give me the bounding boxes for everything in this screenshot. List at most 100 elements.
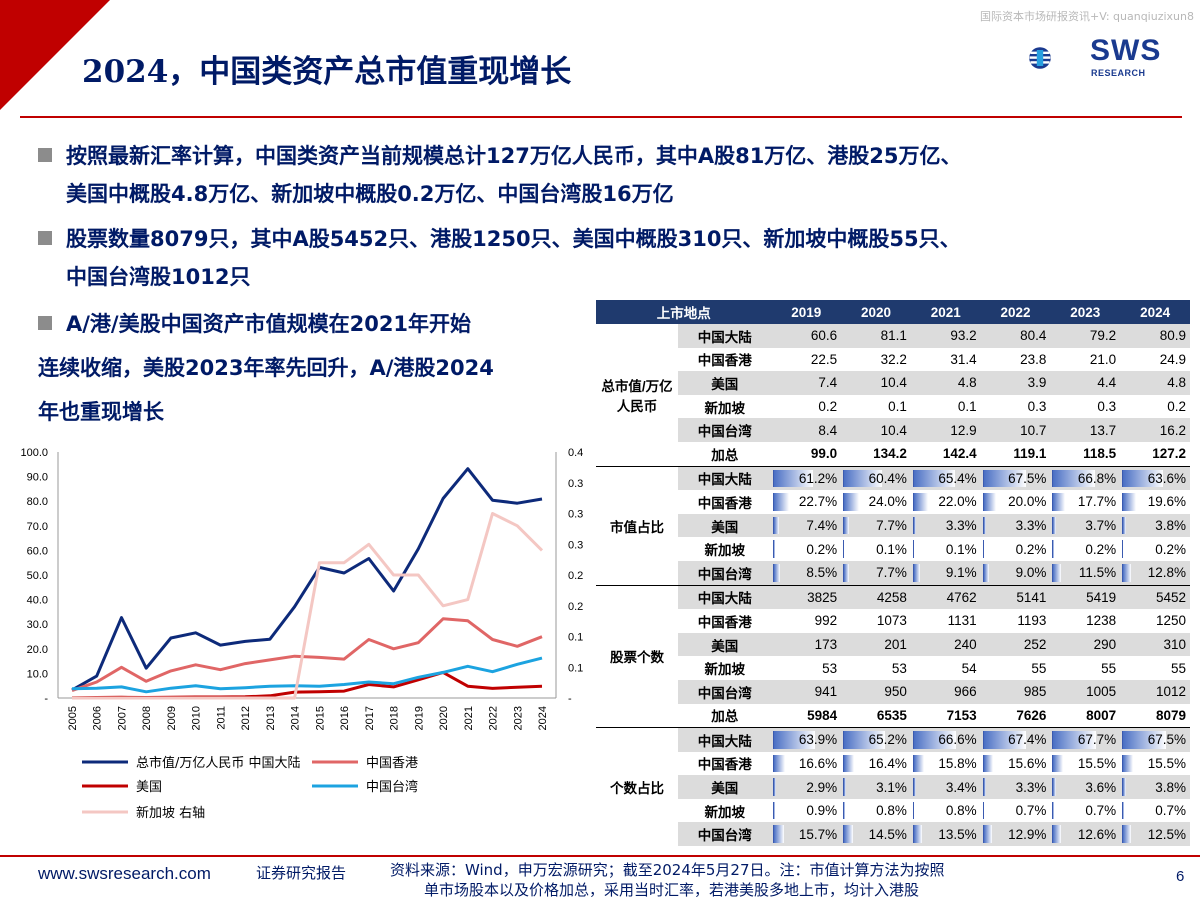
legend-label: 美国 (136, 780, 162, 795)
table-row: 新加坡 0.9% 0.8% 0.8% 0.7% 0.7% 0.7% (596, 799, 1190, 823)
table-cell: 290 (1050, 632, 1121, 657)
data-bar (843, 778, 847, 796)
bullet-square-icon (38, 231, 52, 245)
cell-value: 0.7% (1155, 803, 1186, 819)
series-line-1 (71, 617, 543, 693)
table-cell: 1131 (947, 613, 977, 629)
cell-value: 63.6% (1147, 470, 1186, 486)
table-cell: 5452 (1120, 584, 1190, 610)
table-cell: 19.6% (1120, 490, 1190, 514)
x-tick-label: 2020 (438, 706, 450, 730)
y-tick-label: 20.0 (27, 644, 48, 656)
cell-value: 3.6% (1085, 779, 1117, 795)
table-cell: 65.4% (910, 465, 981, 491)
bullet-square-icon (38, 316, 52, 330)
cell-value: 12.6% (1077, 826, 1117, 842)
footer-source-line1: 资料来源：Wind，申万宏源研究；截至2024年5月27日。注：市值计算方法为按… (390, 861, 945, 879)
cell-value: 0.1% (945, 541, 977, 557)
data-bar (773, 563, 780, 582)
table-cell: 60.4% (841, 465, 911, 491)
data-bar (1052, 516, 1056, 535)
data-bar (773, 801, 775, 820)
data-bar (1052, 731, 1096, 749)
table-cell: 5419 (1050, 584, 1121, 610)
title-divider (20, 116, 1182, 118)
y-tick-label: 70.0 (27, 521, 48, 533)
region-label: 美国 (678, 513, 772, 538)
x-tick-label: 2009 (166, 706, 178, 730)
cell-value: 67.5% (1008, 470, 1047, 486)
table-cell: 3.6% (1050, 775, 1121, 799)
data-bar (843, 469, 883, 488)
data-bar (1122, 754, 1133, 773)
table-cell: 13.7 (1050, 418, 1121, 442)
footer-source-line2: 单市场股本以及价格加总，采用当时汇率，若港美股多地上市，均计入港股 (424, 881, 920, 899)
total-label: 加总 (711, 709, 739, 725)
data-bar (982, 516, 986, 535)
table-cell: 11.5% (1050, 560, 1121, 586)
cell-value: 61.2% (798, 470, 838, 486)
cell-value: 2.9% (806, 779, 838, 795)
table-cell: 3.3% (980, 775, 1051, 799)
table-cell: 3.1% (841, 775, 911, 799)
table-header-row: 上市地点 2019 2020 2021 2022 2023 2024 (596, 300, 1190, 324)
data-bar (912, 469, 955, 488)
table-cell: 60.6 (771, 324, 842, 348)
x-tick-label: 2014 (290, 706, 302, 730)
cell-value: 15.5% (1147, 755, 1186, 771)
x-tick-label: 2015 (314, 706, 326, 730)
x-tick-label: 2012 (240, 706, 252, 730)
data-bar (1122, 540, 1124, 558)
table-cell: 15.5% (1120, 752, 1190, 776)
cell-value: 3.1% (876, 779, 907, 795)
total-cell: 99.0 (810, 446, 838, 462)
data-bar (1122, 563, 1132, 582)
data-bar (1122, 825, 1132, 844)
cell-value: 15.7% (798, 826, 838, 842)
table-cell: 15.6% (981, 752, 1051, 776)
cell-value: 67.7% (1077, 732, 1117, 748)
y-tick-label: 60.0 (27, 545, 48, 557)
data-bar (843, 825, 854, 844)
table-cell: 23.8 (1020, 351, 1047, 367)
data-bar (773, 731, 815, 749)
footer-source: 资料来源：Wind，申万宏源研究；截至2024年5月27日。注：市值计算方法为按… (390, 860, 1070, 900)
cell-value: 3.4% (945, 779, 977, 795)
cell-value: 12.9% (1008, 826, 1047, 842)
table-cell: 941 (771, 679, 842, 704)
table-cell: 310 (1120, 632, 1190, 657)
cell-value: 0.9% (806, 803, 838, 819)
y2-tick-label: 0.1 (568, 662, 583, 674)
header-year: 2020 (841, 300, 911, 324)
table-cell: 54 (961, 660, 977, 676)
table-cell: 0.8% (911, 799, 981, 823)
table-cell: 0.2 (1167, 399, 1186, 415)
cell-value: 9.1% (945, 565, 977, 581)
table-cell: 17.7% (1050, 490, 1120, 514)
table-row: 中国台湾 15.7% 14.5% 13.5% 12.9% 12.6% 12.5% (596, 822, 1190, 847)
cell-value: 63.9% (798, 732, 838, 748)
table-total-row: 加总 99.0 134.2 142.4 119.1 118.5 127.2 (596, 442, 1190, 466)
total-cell: 118.5 (1083, 446, 1117, 462)
table-row: 美国 7.4% 7.7% 3.3% 3.3% 3.7% 3.8% (596, 513, 1190, 538)
table-cell: 63.9% (771, 727, 842, 752)
table-cell: 16.4% (841, 752, 911, 776)
cell-value: 14.5% (868, 826, 907, 842)
region-label: 中国香港 (697, 353, 752, 369)
x-tick-label: 2021 (463, 706, 475, 730)
data-bar (982, 801, 985, 820)
table-cell: 3.7% (1050, 513, 1121, 538)
region-label: 中国台湾 (678, 418, 772, 442)
table-row: 中国香港 16.6% 16.4% 15.8% 15.6% 15.5% 15.5% (596, 752, 1190, 776)
table-cell: 22.7% (771, 490, 841, 514)
data-bar (1052, 825, 1062, 844)
cell-value: 3.7% (1085, 518, 1117, 534)
table-cell: 4258 (841, 584, 911, 610)
data-bar (843, 731, 886, 749)
table-row: 新加坡 53 53 54 55 55 55 (596, 656, 1190, 680)
table-cell: 20.0% (981, 490, 1051, 514)
table-cell: 3.9 (980, 371, 1051, 395)
y-tick-label: 90.0 (27, 472, 48, 484)
table-cell: 1250 (1155, 613, 1186, 629)
table-cell: 67.7% (1050, 727, 1121, 752)
